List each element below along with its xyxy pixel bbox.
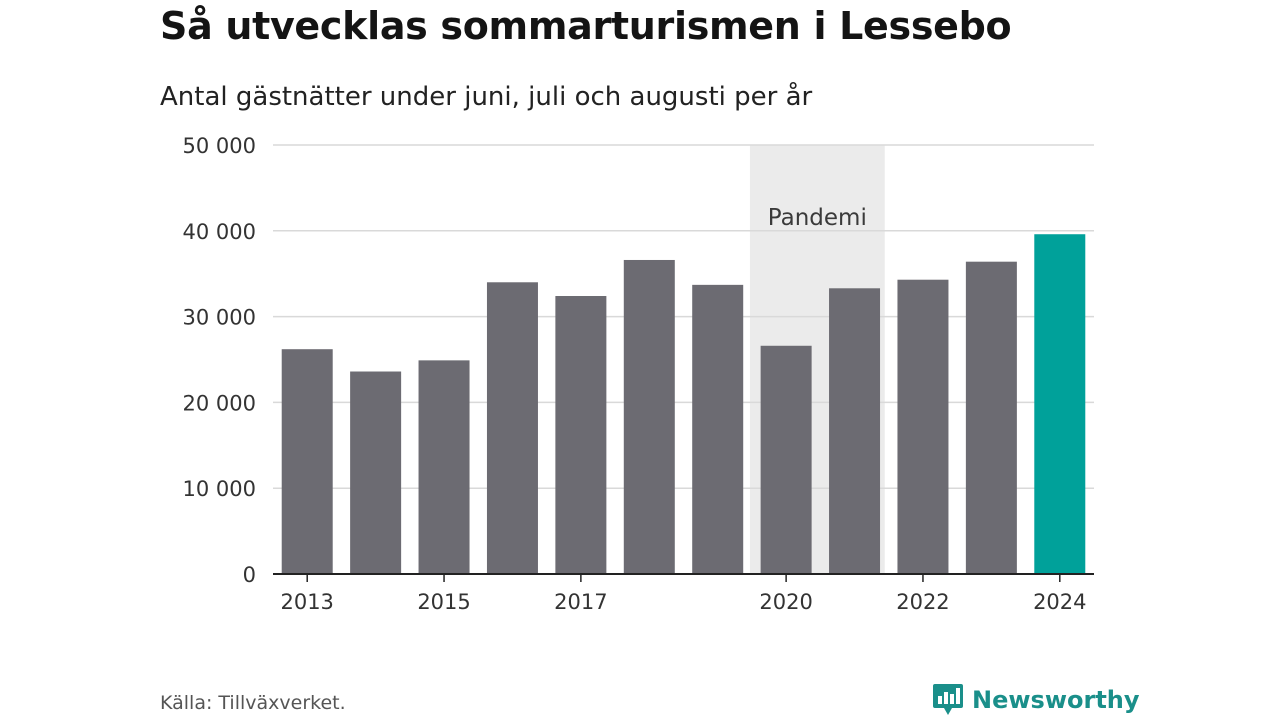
bar-2013 [281, 349, 333, 574]
bar-2021 [829, 288, 881, 574]
bar-2018 [623, 259, 675, 574]
y-tick-label: 20 000 [183, 391, 256, 415]
bar-2019 [692, 284, 744, 574]
x-tick-label: 2013 [280, 590, 333, 614]
y-tick-label: 30 000 [183, 306, 256, 330]
bar-2022 [897, 279, 949, 574]
bar-2017 [555, 296, 607, 574]
bar-2024 [1034, 234, 1086, 574]
chart-subtitle: Antal gästnätter under juni, juli och au… [160, 82, 813, 112]
y-tick-label: 40 000 [183, 220, 256, 244]
bar-2016 [486, 282, 538, 574]
brand-logo[interactable]: Newsworthy [932, 682, 1140, 718]
x-tick-label: 2015 [417, 590, 470, 614]
x-tick-label: 2022 [896, 590, 949, 614]
brand-name: Newsworthy [972, 686, 1140, 714]
pandemic-label: Pandemi [768, 205, 867, 231]
newsworthy-logo-icon [933, 684, 963, 715]
x-tick-label: 2020 [759, 590, 812, 614]
chart-title: Så utvecklas sommarturismen i Lessebo [160, 4, 1012, 48]
bar-2020 [760, 345, 812, 574]
bar-2023 [965, 261, 1017, 574]
bar-2015 [418, 360, 470, 574]
y-tick-label: 0 [243, 563, 256, 587]
x-tick-label: 2024 [1033, 590, 1086, 614]
source-note: Källa: Tillväxverket. [160, 692, 346, 714]
y-tick-label: 10 000 [183, 477, 256, 501]
y-tick-label: 50 000 [183, 134, 256, 158]
x-tick-label: 2017 [554, 590, 607, 614]
bar-chart: 0 10 000 20 000 30 000 40 000 50 000 Pandemi 20… [183, 134, 1094, 614]
bar-2014 [350, 371, 402, 574]
